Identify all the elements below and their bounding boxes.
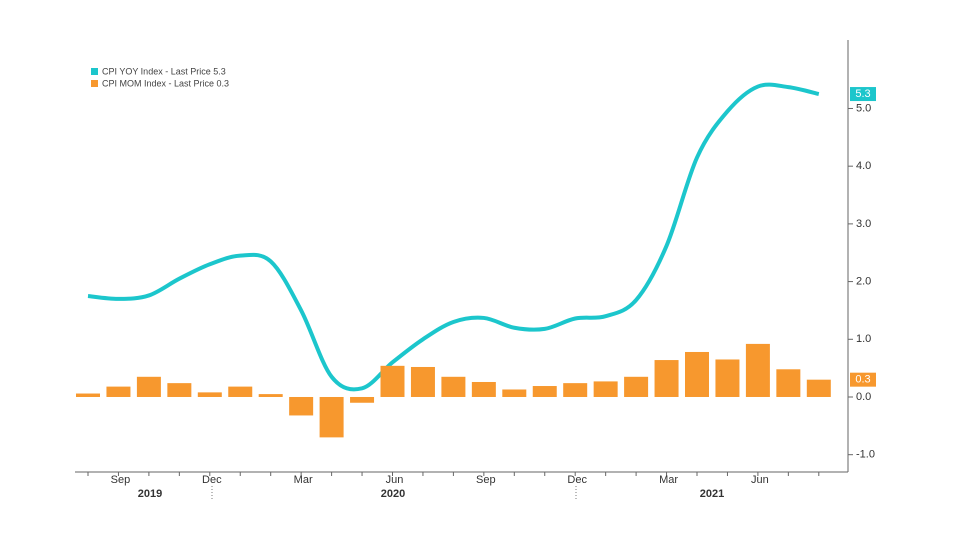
year-label: 2019 bbox=[138, 488, 162, 500]
x-tick-label: Dec bbox=[202, 474, 222, 486]
y-tick-label: 0.0 bbox=[856, 391, 871, 403]
y-tick-label: 2.0 bbox=[856, 275, 871, 287]
bar bbox=[806, 379, 831, 397]
y-tick-label: -1.0 bbox=[856, 449, 875, 461]
legend-label: CPI MOM Index - Last Price 0.3 bbox=[102, 78, 229, 88]
bar bbox=[76, 393, 100, 397]
legend-swatch bbox=[91, 80, 98, 87]
y-tick-label: 4.0 bbox=[856, 160, 871, 172]
bar bbox=[593, 381, 618, 397]
bar bbox=[471, 381, 496, 397]
x-tick-label: Mar bbox=[294, 474, 313, 486]
bar bbox=[685, 351, 709, 397]
bar bbox=[745, 343, 770, 397]
y-tick-label: 3.0 bbox=[856, 218, 871, 230]
bar bbox=[502, 389, 527, 397]
bar bbox=[563, 383, 588, 397]
last-price-tag bbox=[850, 87, 876, 102]
bar bbox=[258, 394, 283, 397]
x-tick-label: Dec bbox=[567, 474, 587, 486]
bar bbox=[319, 396, 344, 438]
x-tick-label: Sep bbox=[476, 474, 496, 486]
bar bbox=[197, 392, 222, 397]
year-label: 2021 bbox=[700, 488, 724, 500]
x-tick-label: Sep bbox=[111, 474, 131, 486]
legend-swatch bbox=[91, 68, 98, 75]
bar bbox=[410, 366, 435, 397]
y-tick-label: 5.0 bbox=[856, 102, 871, 114]
bar bbox=[167, 383, 192, 397]
x-tick-label: Jun bbox=[751, 474, 769, 486]
bar bbox=[350, 396, 375, 403]
year-label: 2020 bbox=[381, 488, 405, 500]
line bbox=[87, 82, 820, 392]
x-tick-label: Jun bbox=[386, 474, 404, 486]
bar bbox=[441, 376, 466, 397]
bar bbox=[380, 365, 405, 397]
bar bbox=[228, 386, 253, 397]
bar bbox=[654, 360, 679, 397]
bar bbox=[106, 386, 131, 397]
last-price-tag bbox=[850, 372, 876, 387]
x-tick-label: Mar bbox=[659, 474, 678, 486]
bar bbox=[624, 376, 649, 397]
bar bbox=[776, 369, 801, 397]
bar bbox=[715, 359, 740, 397]
y-tick-label: 1.0 bbox=[856, 333, 871, 345]
bar bbox=[532, 386, 557, 397]
bar bbox=[289, 396, 314, 416]
bar bbox=[136, 376, 161, 397]
last-price-label: 5.3 bbox=[855, 88, 870, 100]
last-price-label: 0.3 bbox=[855, 374, 870, 386]
legend-label: CPI YOY Index - Last Price 5.3 bbox=[102, 66, 226, 76]
